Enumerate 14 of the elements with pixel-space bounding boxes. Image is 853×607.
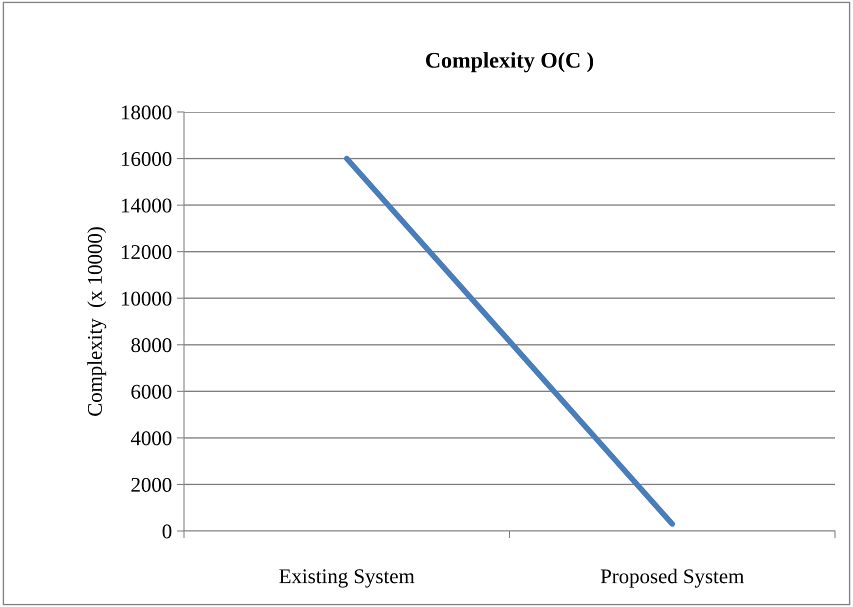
y-tick-label: 16000 bbox=[122, 152, 172, 166]
y-tick-label: 10000 bbox=[122, 292, 172, 306]
x-tick-label: Existing System bbox=[279, 569, 414, 588]
y-tick-label: 0 bbox=[162, 524, 172, 538]
y-tick-label: 18000 bbox=[122, 105, 172, 120]
y-tick-label: 2000 bbox=[131, 478, 172, 492]
y-tick-label: 12000 bbox=[122, 245, 172, 260]
chart-title: Complexity O(C ) bbox=[426, 52, 594, 72]
y-tick-label: 14000 bbox=[122, 198, 172, 213]
y-tick-label: 4000 bbox=[130, 431, 172, 446]
x-tick-label: Proposed System bbox=[600, 568, 744, 588]
y-tick-label: 6000 bbox=[131, 384, 172, 399]
y-tick-label: 8000 bbox=[131, 338, 172, 352]
y-axis-title: Complexity (x 10000) bbox=[87, 227, 106, 416]
